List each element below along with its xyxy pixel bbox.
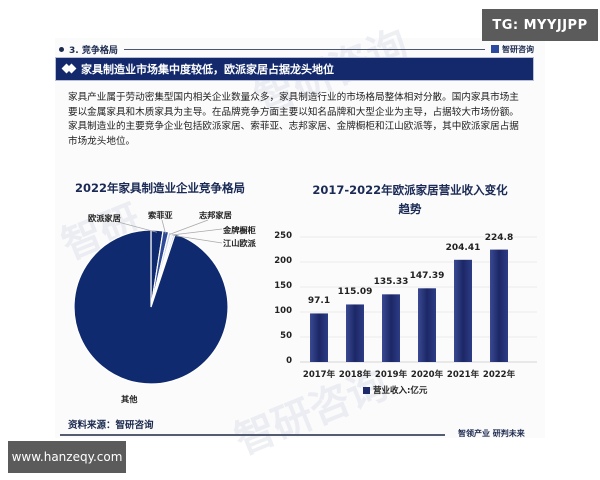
bar-value-label: 115.09 (337, 287, 373, 298)
pie-slice (73, 229, 229, 385)
y-tick-label: 200 (274, 256, 292, 266)
leader-line (169, 219, 209, 235)
leader-line (171, 228, 223, 236)
bar-chart-title-line1: 2017-2022年欧派家居营业收入变化 (312, 183, 508, 197)
pie-label-others: 其他 (121, 394, 138, 404)
bar-legend: 营业收入:亿元 (363, 384, 427, 396)
url-badge: www.hanzeqy.com (8, 441, 126, 473)
x-tick-label: 2019年 (374, 370, 408, 380)
section-title: 3. 竞争格局 (69, 45, 118, 56)
bar-value-label: 147.39 (409, 271, 445, 282)
tg-badge: TG: MYYJJPP (482, 9, 598, 41)
bar (346, 304, 364, 362)
bar (490, 249, 508, 362)
bar (454, 259, 472, 362)
section-header: 3. 竞争格局 智研咨询 (59, 42, 534, 56)
bar (310, 313, 328, 362)
x-tick-label: 2021年 (446, 370, 480, 380)
leader-line (117, 221, 157, 233)
divider (123, 48, 485, 50)
bar (418, 288, 436, 362)
y-tick-label: 250 (274, 231, 292, 241)
headline-text: 家具制造业市场集中度较低，欧派家居占据龙头地位 (81, 63, 334, 76)
source-note: 资料来源：智研咨询 (68, 420, 154, 431)
brand-name: 智研咨询 (502, 44, 534, 54)
bar-value-label: 135.33 (373, 277, 409, 288)
headline-banner: 家具制造业市场集中度较低，欧派家居占据龙头地位 (56, 58, 533, 80)
y-tick-label: 100 (274, 306, 292, 316)
x-tick-label: 2022年 (482, 370, 516, 380)
bar-value-label: 204.41 (445, 242, 481, 253)
bar-value-label: 224.8 (484, 232, 514, 243)
bar (382, 294, 400, 362)
legend-label: 营业收入:亿元 (373, 386, 428, 396)
pie-chart-title: 2022年家具制造业企业竞争格局 (74, 181, 245, 195)
pie-label-goldenhome: 金牌橱柜 (223, 225, 256, 235)
brand-logo-icon (491, 45, 499, 53)
footer-slogan: 智领产业 研判未来 (458, 429, 525, 438)
pie-label-sofia: 索菲亚 (148, 210, 173, 220)
summary-paragraph: 家具产业属于劳动密集型国内相关企业数量众多，家具制造行业的市场格局整体相对分散。… (68, 92, 519, 147)
x-tick-label: 2018年 (338, 370, 372, 380)
y-tick-label: 50 (280, 331, 292, 341)
leader-line (173, 235, 223, 244)
bullet-icon (59, 46, 64, 52)
legend-swatch (363, 386, 370, 394)
leader-line (161, 219, 166, 234)
bar-value-label: 97.1 (307, 296, 331, 307)
pie-label-jiangshan: 江山欧派 (223, 238, 256, 248)
y-tick-label: 150 (274, 281, 292, 291)
y-tick-label: 0 (286, 356, 292, 366)
footer-divider (60, 434, 445, 436)
brand: 智研咨询 (491, 44, 534, 55)
pie-label-oppein: 欧派家居 (88, 213, 121, 223)
bar-chart-title-line2: 趋势 (398, 202, 422, 216)
x-tick-label: 2017年 (302, 370, 336, 380)
pie-label-zbom: 志邦家居 (199, 210, 232, 220)
x-tick-label: 2020年 (410, 370, 444, 380)
